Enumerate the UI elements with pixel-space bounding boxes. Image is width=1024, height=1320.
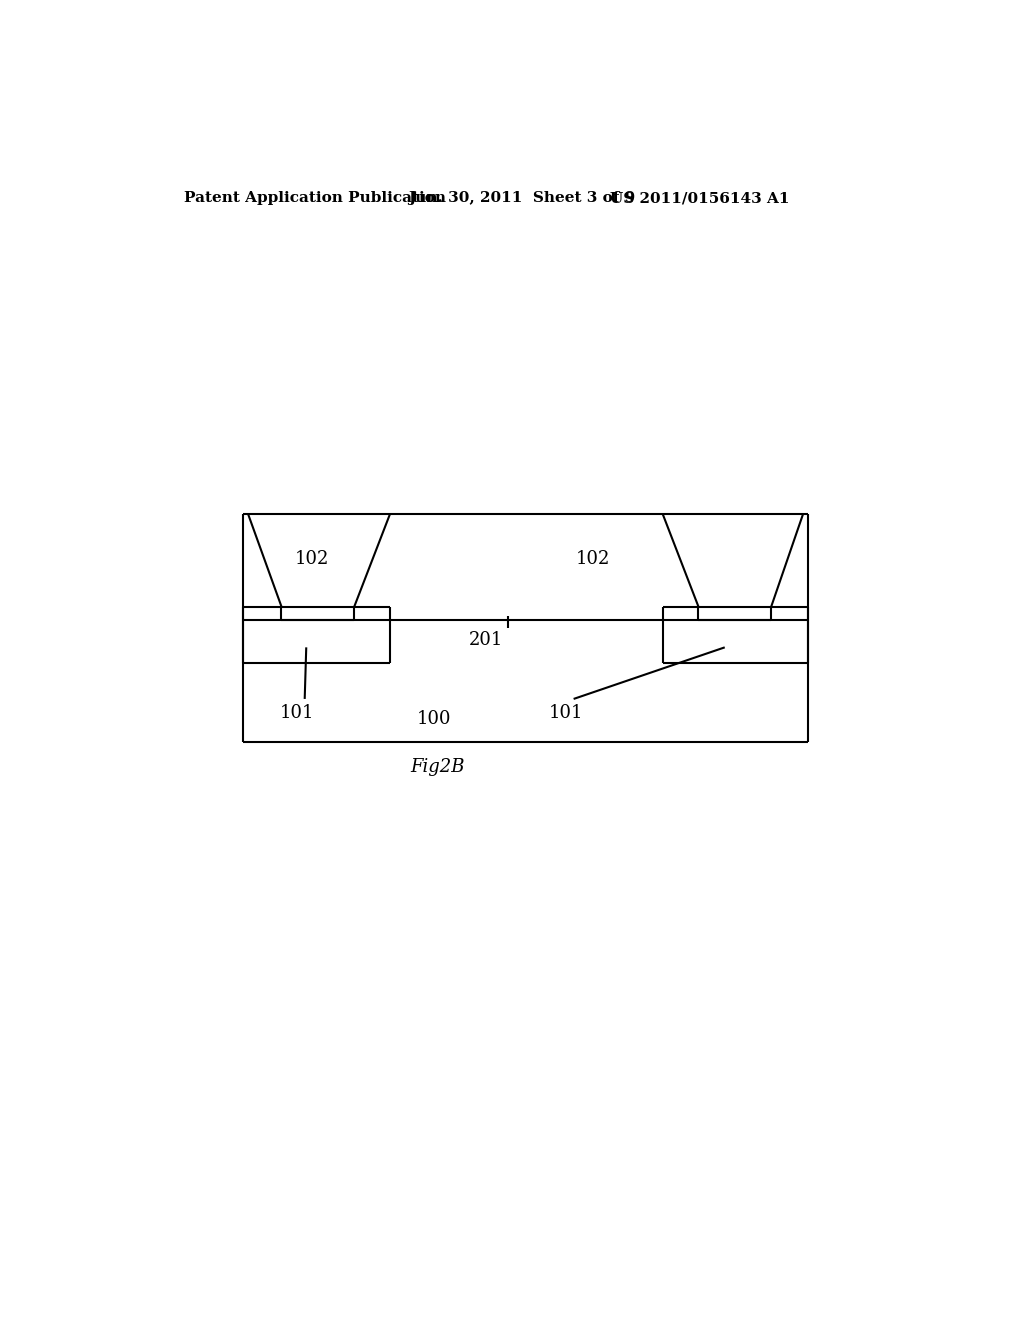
Text: 102: 102 [295, 550, 329, 568]
Text: 201: 201 [469, 631, 503, 648]
Text: US 2011/0156143 A1: US 2011/0156143 A1 [610, 191, 790, 206]
Text: 101: 101 [549, 704, 583, 722]
Text: Jun. 30, 2011  Sheet 3 of 9: Jun. 30, 2011 Sheet 3 of 9 [409, 191, 636, 206]
Text: 101: 101 [280, 704, 314, 722]
Text: 102: 102 [575, 550, 610, 568]
Text: Fig2B: Fig2B [411, 758, 465, 776]
Text: Patent Application Publication: Patent Application Publication [183, 191, 445, 206]
Text: 100: 100 [417, 710, 452, 727]
